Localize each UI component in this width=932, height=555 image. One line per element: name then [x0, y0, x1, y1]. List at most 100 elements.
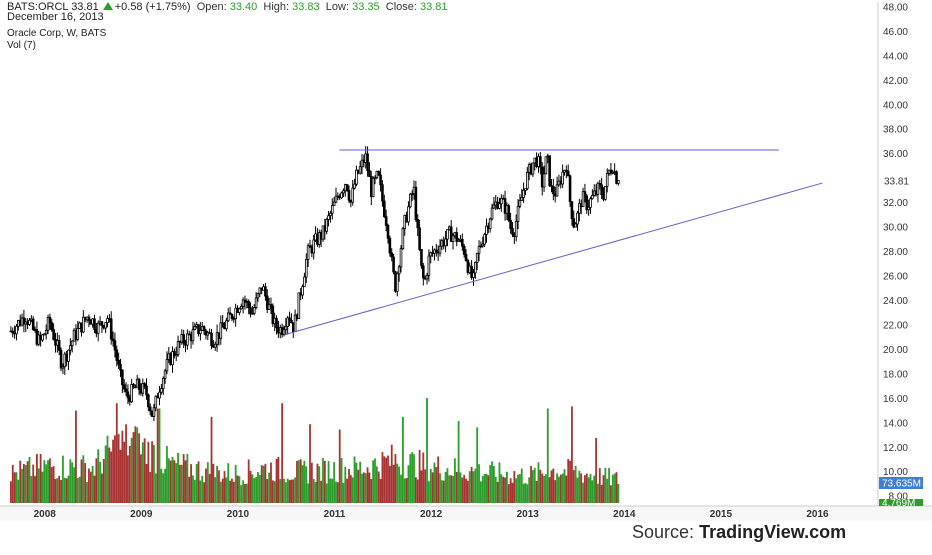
- volume-bar: [99, 461, 101, 503]
- volume-bar: [329, 478, 332, 503]
- volume-bar: [143, 438, 146, 503]
- volume-bar: [481, 475, 484, 503]
- volume-bar: [84, 462, 87, 503]
- volume-bar: [420, 470, 423, 503]
- volume-bar: [117, 434, 120, 503]
- volume-bar: [297, 460, 300, 503]
- volume-bar: [257, 472, 259, 503]
- volume-bar: [58, 476, 61, 503]
- volume-bar: [472, 471, 475, 503]
- volume-bar: [372, 460, 375, 503]
- volume-bar: [535, 480, 538, 503]
- volume-bar: [71, 462, 74, 503]
- volume-bar: [15, 472, 18, 503]
- candle: [395, 271, 399, 297]
- volume-bar: [463, 474, 466, 503]
- volume-bar: [47, 460, 49, 503]
- volume-bar: [119, 449, 122, 503]
- volume-bar: [93, 475, 96, 503]
- candle: [330, 198, 334, 220]
- candle: [483, 232, 486, 247]
- volume-bar: [91, 465, 94, 503]
- candle: [306, 243, 310, 267]
- candle: [249, 302, 252, 318]
- y-tick-label: 36.00: [883, 149, 908, 160]
- support-trendline[interactable]: [284, 182, 823, 336]
- candle: [542, 165, 546, 192]
- volume-bar: [509, 478, 512, 503]
- volume-bar: [545, 474, 547, 503]
- price-candles: [9, 146, 620, 422]
- volume-bar: [214, 477, 217, 503]
- candle: [509, 212, 512, 234]
- volume-bar: [537, 462, 540, 503]
- candle: [401, 226, 405, 250]
- candle: [106, 315, 109, 328]
- candle: [213, 341, 217, 351]
- volume-bar: [533, 467, 536, 503]
- candle: [399, 245, 403, 273]
- volume-bar: [507, 484, 510, 503]
- price-axis[interactable]: 8.00 10.00 12.00 14.00 16.00 18.00 20.00 22.00 2…: [877, 2, 908, 506]
- close-value: 33.81: [420, 1, 448, 13]
- volume-bar: [307, 483, 310, 503]
- symbol-label[interactable]: BATS:ORCL: [7, 1, 69, 13]
- volume-bar: [416, 479, 419, 503]
- series-title[interactable]: Oracle Corp, W, BATS: [7, 28, 107, 39]
- candle: [382, 194, 386, 218]
- candle: [388, 235, 392, 257]
- candle: [470, 260, 473, 280]
- open-label: Open:: [196, 1, 227, 13]
- volume-bar: [9, 481, 12, 503]
- volume-bar: [180, 464, 183, 503]
- volume-bar: [106, 435, 109, 503]
- candle: [87, 314, 91, 328]
- volume-bar: [398, 466, 401, 503]
- y-tick-label: 14.00: [883, 418, 908, 429]
- volume-bar: [489, 465, 492, 503]
- volume-bar: [572, 470, 575, 503]
- volume-bar: [76, 478, 79, 503]
- candle: [522, 182, 525, 204]
- time-axis[interactable]: 2008 2009 2010 2011 2012 2013 2014 2015 2016: [0, 505, 932, 521]
- candle: [565, 165, 568, 179]
- volume-bar: [125, 424, 127, 503]
- volume-bar: [73, 467, 75, 503]
- volume-bar: [292, 479, 295, 503]
- volume-bar: [483, 473, 486, 503]
- volume-bar: [407, 465, 410, 503]
- volume-bar: [11, 464, 14, 503]
- volume-bar: [548, 477, 551, 503]
- volume-bar: [502, 476, 505, 503]
- volume-bar: [387, 455, 389, 503]
- volume-bar: [101, 473, 103, 503]
- volume-bar: [240, 485, 243, 503]
- volume-indicator-label[interactable]: Vol (7): [7, 40, 36, 51]
- candle: [516, 199, 520, 230]
- candle: [555, 176, 559, 197]
- volume-bar: [260, 465, 263, 503]
- volume-bar: [442, 480, 445, 503]
- volume-bar: [89, 471, 92, 503]
- candle: [41, 333, 44, 342]
- volume-bar: [552, 468, 555, 503]
- volume-bar: [355, 462, 358, 503]
- volume-bar: [227, 463, 230, 503]
- volume-bar: [50, 467, 53, 503]
- source-brand[interactable]: TradingView.com: [699, 522, 847, 542]
- volume-bar: [385, 457, 388, 503]
- candle: [438, 239, 442, 257]
- y-tick-label: 24.00: [883, 296, 908, 307]
- volume-bar: [559, 474, 562, 503]
- volume-bars: [9, 398, 620, 503]
- volume-bar: [203, 482, 205, 503]
- volume-bar: [364, 473, 367, 503]
- candle: [472, 268, 475, 286]
- volume-bar: [156, 408, 159, 503]
- volume-bar: [82, 455, 85, 503]
- candle: [197, 324, 200, 337]
- volume-bar: [519, 474, 521, 503]
- y-tick-label: 30.00: [883, 223, 908, 234]
